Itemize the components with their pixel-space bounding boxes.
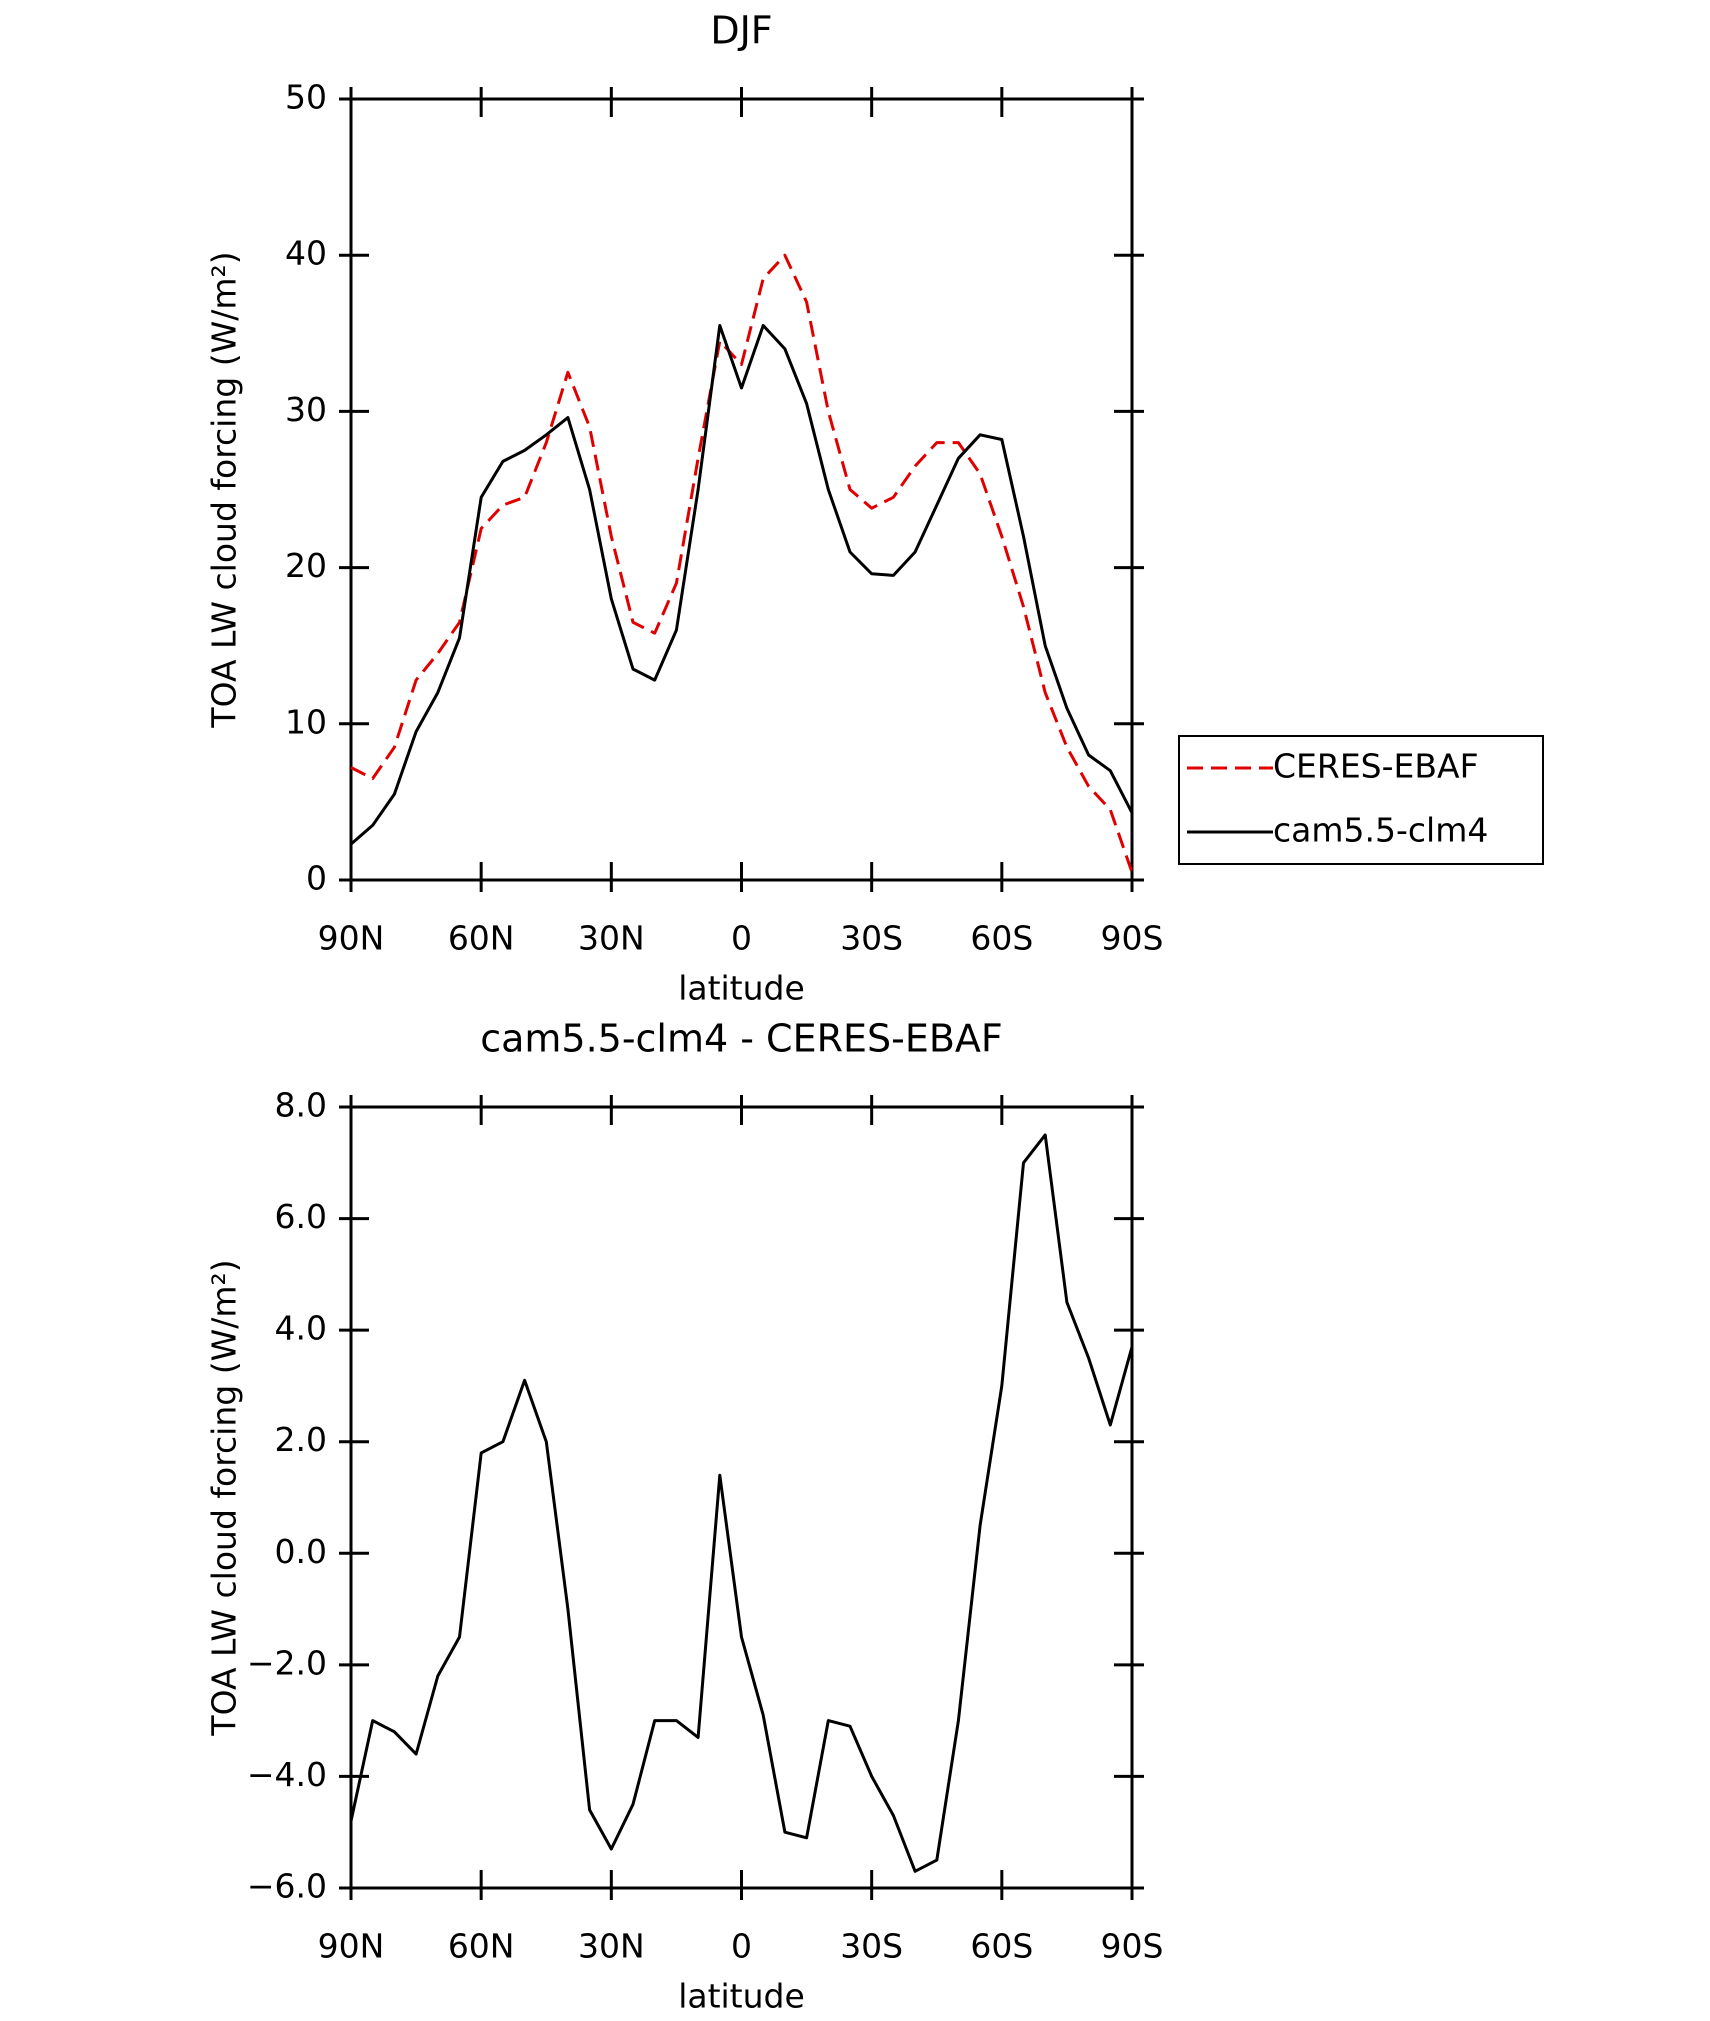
y-tick-label: −4.0: [247, 1755, 327, 1794]
x-axis-label: latitude: [678, 969, 805, 1008]
y-axis-label: TOA LW cloud forcing (W/m²): [205, 251, 244, 728]
y-tick-label: 40: [285, 234, 327, 273]
y-axis-label: TOA LW cloud forcing (W/m²): [205, 1259, 244, 1736]
x-tick-label: 90N: [318, 919, 385, 958]
y-tick-label: −6.0: [247, 1867, 327, 1906]
chart-title: DJF: [710, 9, 772, 53]
x-axis-label: latitude: [678, 1977, 805, 2016]
chart-title: cam5.5-clm4 - CERES-EBAF: [480, 1017, 1003, 1061]
data-line: [350, 324, 1134, 846]
legend-label: CERES-EBAF: [1273, 747, 1479, 786]
x-tick-label: 90S: [1101, 919, 1164, 958]
x-tick-label: 90N: [318, 1927, 385, 1966]
x-tick-label: 90S: [1101, 1927, 1164, 1966]
y-tick-label: 6.0: [275, 1197, 327, 1236]
y-tick-label: 50: [285, 78, 327, 117]
x-tick-label: 60S: [970, 919, 1033, 958]
data-line: [350, 253, 1134, 873]
y-tick-label: 4.0: [275, 1309, 327, 1348]
x-tick-label: 30N: [578, 919, 645, 958]
y-tick-label: 20: [285, 546, 327, 585]
x-tick-label: 30N: [578, 1927, 645, 1966]
y-tick-label: −2.0: [247, 1643, 327, 1682]
x-tick-label: 60S: [970, 1927, 1033, 1966]
x-tick-label: 0: [731, 1927, 752, 1966]
x-tick-label: 0: [731, 919, 752, 958]
x-tick-label: 30S: [840, 1927, 903, 1966]
y-tick-label: 0.0: [275, 1532, 327, 1571]
legend-box: [1178, 735, 1544, 865]
x-tick-label: 30S: [840, 919, 903, 958]
y-tick-label: 2.0: [275, 1420, 327, 1459]
x-tick-label: 60N: [448, 919, 515, 958]
plot-frame: [349, 97, 1134, 882]
y-tick-label: 30: [285, 390, 327, 429]
x-tick-label: 60N: [448, 1927, 515, 1966]
legend-label: cam5.5-clm4: [1273, 811, 1488, 850]
plot-frame: [349, 1105, 1134, 1890]
data-line: [349, 1133, 1134, 1873]
y-tick-label: 0: [306, 859, 327, 898]
y-tick-label: 10: [285, 702, 327, 741]
y-tick-label: 8.0: [275, 1086, 327, 1125]
